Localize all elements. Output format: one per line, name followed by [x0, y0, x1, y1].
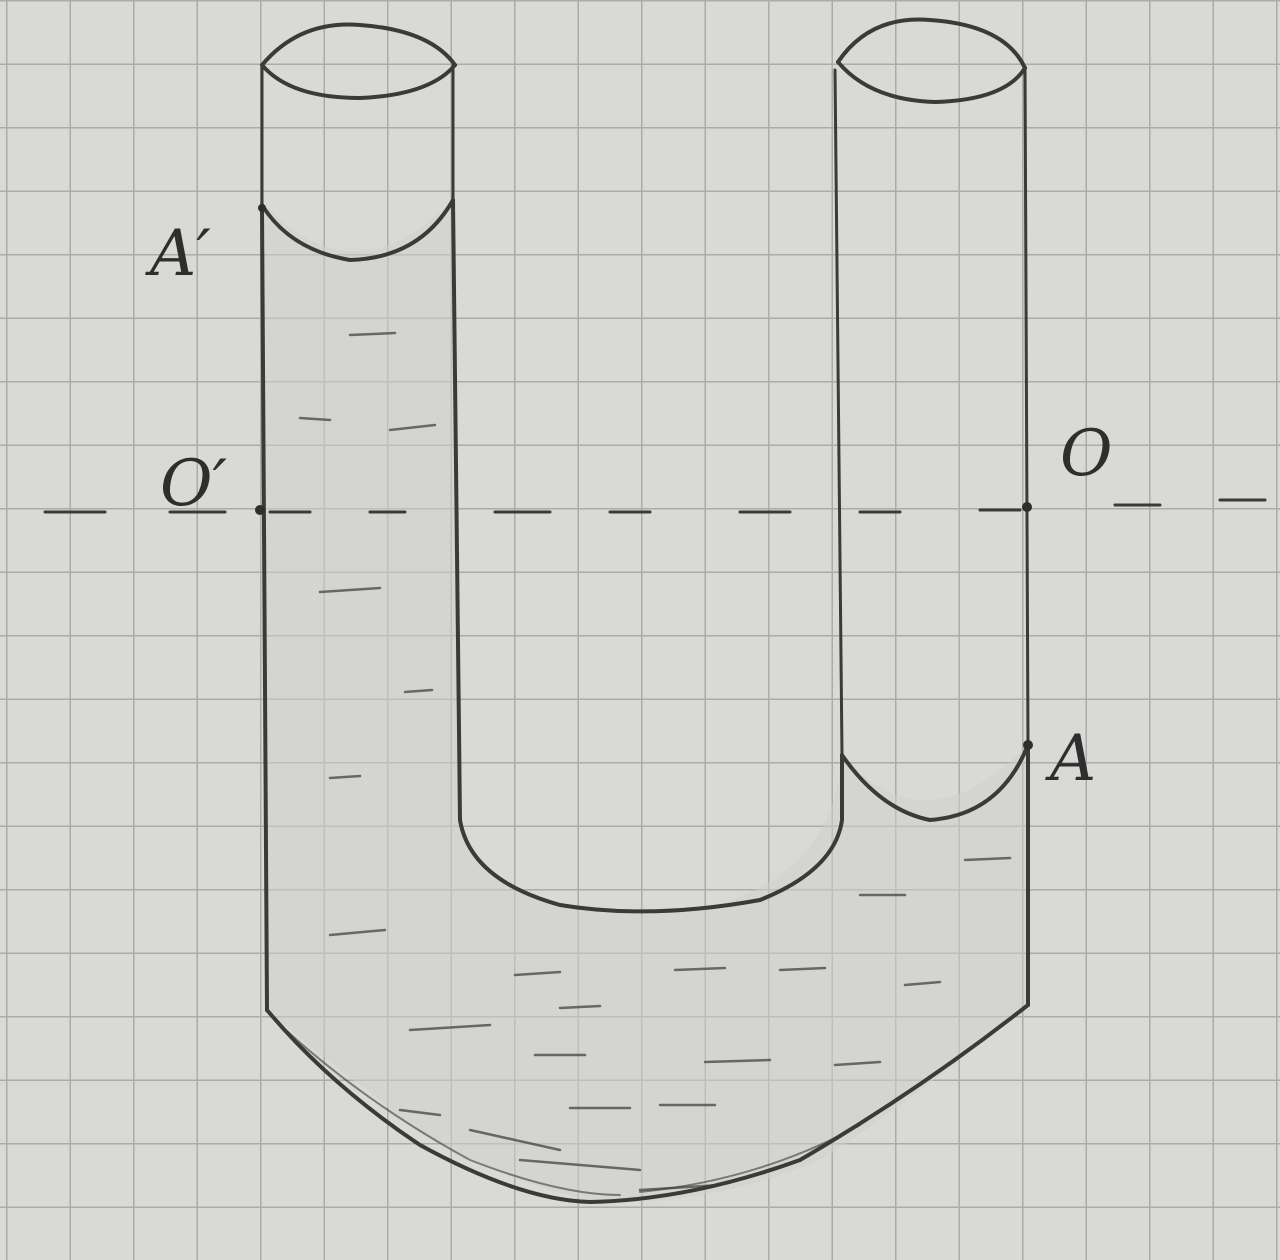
outer-bend — [265, 1003, 1030, 1204]
reference-line — [43, 498, 1267, 514]
left-tube — [260, 22, 462, 1012]
point-o-prime — [255, 505, 265, 515]
meniscus-a — [840, 743, 1030, 822]
label-a: A — [1045, 722, 1096, 796]
point-a — [1023, 740, 1033, 750]
point-a-prime — [258, 204, 266, 212]
label-o-prime: O′ — [160, 447, 227, 521]
right-tube — [833, 17, 1030, 1007]
liquid-fill — [265, 200, 1028, 1202]
meniscus-a-prime — [260, 198, 455, 262]
inner-bend — [458, 753, 844, 914]
liquid-hatch — [298, 331, 1012, 1192]
point-o — [1022, 502, 1032, 512]
label-o: O — [1060, 417, 1112, 491]
label-a-prime: A′ — [145, 217, 211, 291]
